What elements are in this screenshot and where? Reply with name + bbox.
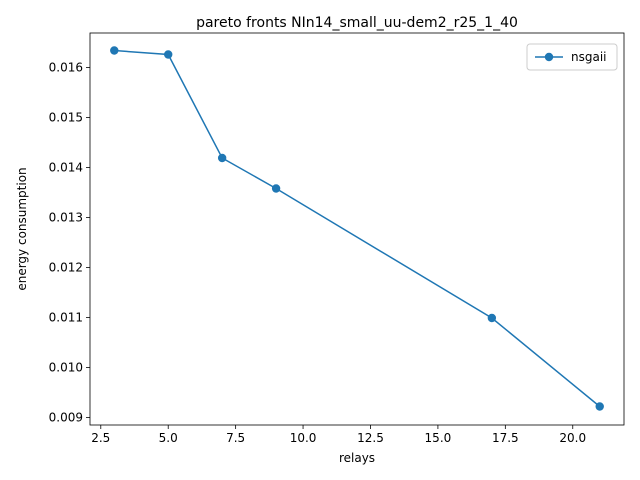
y-tick-label: 0.016 bbox=[49, 61, 83, 75]
y-tick-label: 0.014 bbox=[49, 161, 83, 175]
x-tick-label: 12.5 bbox=[357, 431, 384, 445]
x-tick-label: 7.5 bbox=[226, 431, 245, 445]
y-axis-label: energy consumption bbox=[15, 167, 29, 290]
series-line-nsgaii bbox=[114, 49, 601, 408]
x-tick-label: 15.0 bbox=[425, 431, 452, 445]
chart-title: pareto fronts NIn14_small_uu-dem2_r25_1_… bbox=[196, 15, 518, 31]
data-point bbox=[110, 46, 119, 55]
x-tick-label: 5.0 bbox=[159, 431, 178, 445]
y-tick-label: 0.011 bbox=[49, 311, 83, 325]
legend-label: nsgaii bbox=[571, 50, 607, 64]
y-tick-label: 0.010 bbox=[49, 361, 83, 375]
x-tick-label: 10.0 bbox=[290, 431, 317, 445]
x-tick-label: 2.5 bbox=[91, 431, 110, 445]
data-point bbox=[595, 402, 604, 411]
data-point bbox=[487, 313, 497, 323]
x-tick-label: 17.5 bbox=[492, 431, 519, 445]
y-tick-label: 0.012 bbox=[49, 261, 83, 275]
y-tick-label: 0.009 bbox=[49, 411, 83, 425]
data-point bbox=[217, 153, 227, 163]
x-tick-label: 20.0 bbox=[559, 431, 586, 445]
legend: nsgaii bbox=[526, 43, 618, 71]
legend-marker bbox=[544, 52, 554, 62]
legend-box bbox=[526, 43, 618, 71]
y-tick-label: 0.013 bbox=[49, 211, 83, 225]
data-point bbox=[271, 184, 281, 193]
plot-frame bbox=[89, 32, 625, 426]
data-point bbox=[164, 50, 173, 59]
plot-area: 2.5 5.0 7.5 10.0 12.5 15.0 17.5 20.0 0.009 0.010 0… bbox=[49, 32, 625, 445]
y-tick-label: 0.015 bbox=[49, 111, 83, 125]
x-axis-label: relays bbox=[339, 451, 375, 465]
